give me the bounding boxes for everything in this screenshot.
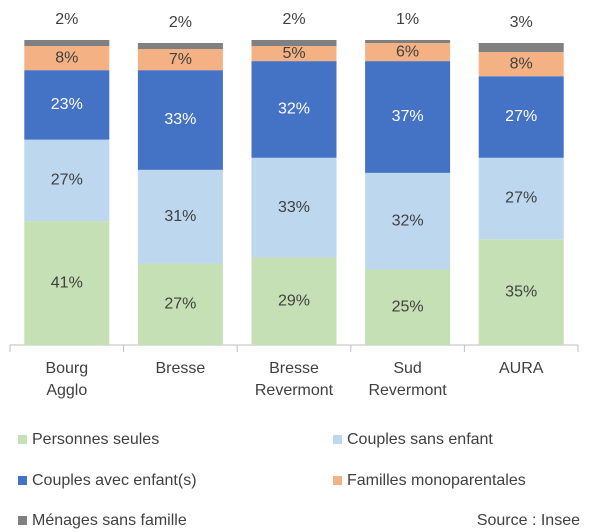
data-label: 8% bbox=[510, 55, 533, 72]
legend-label: Couples sans enfant bbox=[347, 431, 493, 448]
legend-label: Personnes seules bbox=[32, 431, 159, 448]
bar-segment bbox=[251, 61, 337, 158]
bar-segment bbox=[478, 239, 564, 345]
data-label: 37% bbox=[392, 108, 424, 125]
bar-segment bbox=[365, 61, 451, 173]
data-label: 27% bbox=[51, 172, 83, 189]
bar-segment bbox=[251, 46, 337, 62]
data-label: 27% bbox=[505, 190, 537, 207]
data-label: 35% bbox=[505, 283, 537, 300]
data-label: 32% bbox=[278, 101, 310, 118]
legend-label: Familles monoparentales bbox=[347, 472, 526, 489]
data-label: 27% bbox=[505, 108, 537, 125]
bar-segment bbox=[251, 157, 337, 258]
data-label: 7% bbox=[169, 51, 192, 68]
legend-marker bbox=[333, 476, 342, 485]
data-label: 29% bbox=[278, 292, 310, 309]
data-label: 33% bbox=[164, 111, 196, 128]
bar-segment bbox=[24, 221, 110, 345]
bar-segment bbox=[24, 139, 110, 222]
data-label: 8% bbox=[55, 49, 78, 66]
legend-marker bbox=[18, 435, 27, 444]
x-tick-label: AURA bbox=[499, 360, 544, 377]
bar-segment bbox=[365, 39, 451, 43]
data-label: 27% bbox=[164, 295, 196, 312]
data-label: 33% bbox=[278, 199, 310, 216]
bar-segment bbox=[137, 49, 223, 71]
x-tick-label: Bresse Revermont bbox=[255, 360, 334, 399]
bar-segment bbox=[365, 269, 451, 345]
data-label: 6% bbox=[396, 43, 419, 60]
data-label: 2% bbox=[55, 11, 78, 28]
data-label: 32% bbox=[392, 212, 424, 229]
bar-segment bbox=[24, 39, 110, 47]
x-tick-label: Bresse bbox=[156, 360, 206, 377]
x-tick-label: Sud Revermont bbox=[368, 360, 447, 399]
bar-segment bbox=[251, 39, 337, 47]
legend-marker bbox=[333, 435, 342, 444]
bar-segment bbox=[478, 76, 564, 158]
data-label: 25% bbox=[392, 298, 424, 315]
bar-segment bbox=[24, 46, 110, 71]
data-label: 41% bbox=[51, 274, 83, 291]
bar-segment bbox=[137, 70, 223, 170]
bar-segment bbox=[137, 169, 223, 264]
data-label: 3% bbox=[510, 14, 533, 31]
bar-segment bbox=[365, 172, 451, 270]
bar-segment bbox=[478, 43, 564, 53]
source: Source : Insee bbox=[477, 512, 580, 529]
bar-segment bbox=[137, 43, 223, 50]
data-label: 1% bbox=[396, 11, 419, 28]
bar-segment bbox=[478, 157, 564, 240]
x-tick-label: Bourg Agglo bbox=[45, 360, 88, 399]
bar-segment bbox=[478, 52, 564, 77]
legend-label: Ménages sans famille bbox=[32, 512, 187, 529]
data-label: 2% bbox=[169, 14, 192, 31]
data-label: 5% bbox=[282, 45, 305, 62]
bar-segment bbox=[24, 70, 110, 140]
bar-segment bbox=[365, 43, 451, 62]
legend-label: Couples avec enfant(s) bbox=[32, 472, 197, 489]
data-label: 23% bbox=[51, 96, 83, 113]
data-label: 2% bbox=[282, 11, 305, 28]
bar-segment bbox=[137, 263, 223, 345]
legend-marker bbox=[18, 516, 27, 525]
bar-segment bbox=[251, 257, 337, 345]
data-label: 31% bbox=[164, 208, 196, 225]
legend-marker bbox=[18, 476, 27, 485]
